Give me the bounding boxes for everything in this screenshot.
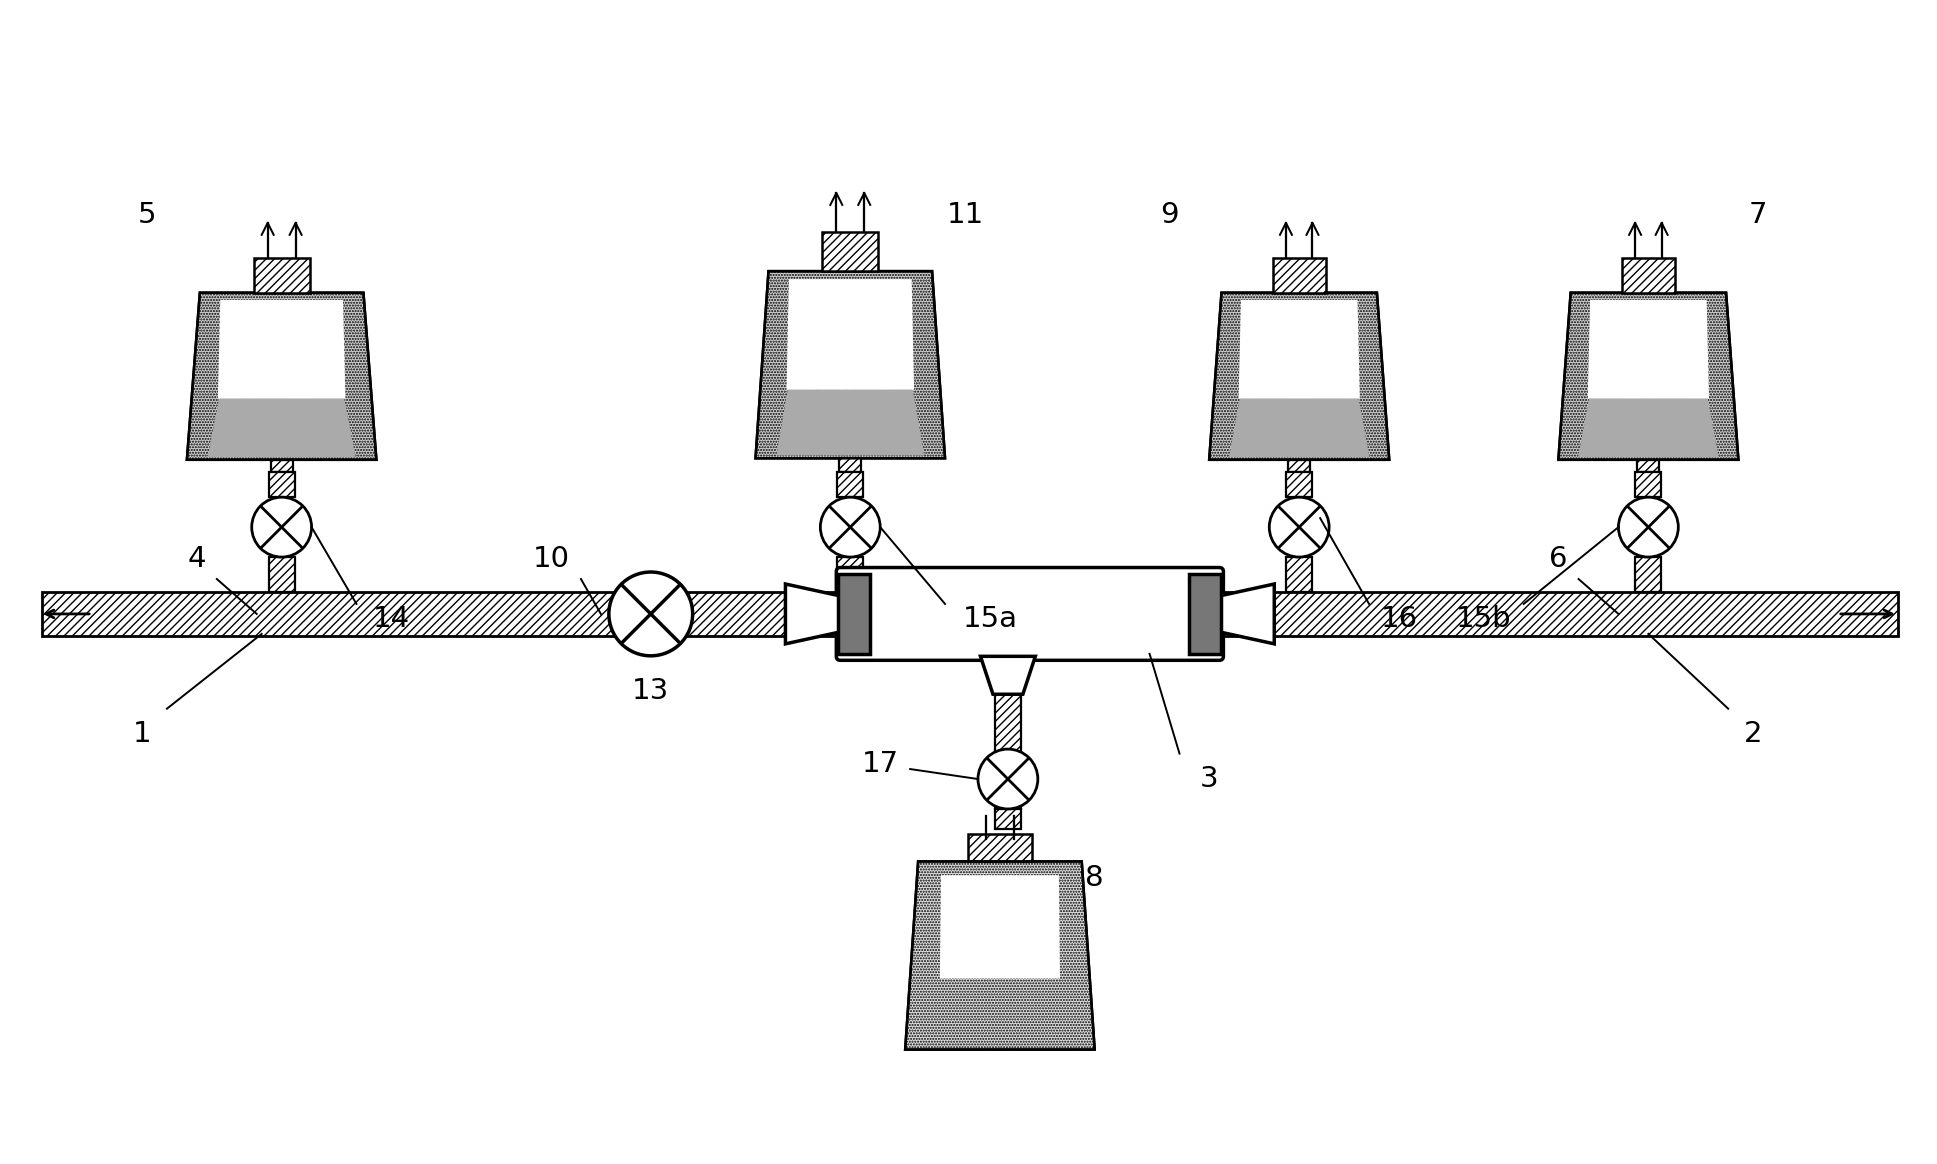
- Text: 2: 2: [1743, 719, 1763, 747]
- Polygon shape: [1228, 398, 1369, 457]
- Bar: [996, 694, 1021, 809]
- Bar: [269, 473, 294, 497]
- Bar: [43, 592, 1898, 636]
- FancyBboxPatch shape: [837, 568, 1224, 660]
- Bar: [1286, 558, 1311, 592]
- Text: 3: 3: [1201, 765, 1218, 793]
- Circle shape: [608, 572, 693, 655]
- Bar: [1635, 558, 1662, 592]
- Bar: [839, 459, 862, 473]
- Polygon shape: [784, 584, 841, 644]
- Circle shape: [978, 750, 1038, 809]
- Bar: [1286, 473, 1311, 497]
- Bar: [271, 460, 292, 473]
- Bar: [1273, 257, 1325, 292]
- Polygon shape: [1209, 292, 1389, 460]
- Bar: [968, 833, 1032, 861]
- Polygon shape: [1588, 300, 1708, 398]
- Text: 13: 13: [631, 676, 670, 704]
- Bar: [1637, 460, 1660, 473]
- Circle shape: [252, 497, 312, 558]
- Text: 7: 7: [1749, 201, 1767, 229]
- Bar: [269, 558, 294, 592]
- Bar: [839, 574, 870, 654]
- Polygon shape: [777, 390, 924, 455]
- Polygon shape: [217, 300, 345, 398]
- Text: 1: 1: [132, 719, 151, 747]
- Polygon shape: [1559, 292, 1737, 460]
- Text: 6: 6: [1550, 545, 1567, 573]
- Bar: [823, 232, 877, 271]
- Bar: [996, 809, 1021, 829]
- Text: 14: 14: [372, 605, 411, 633]
- Polygon shape: [1220, 584, 1275, 644]
- Circle shape: [1619, 497, 1677, 558]
- Text: 9: 9: [1160, 201, 1180, 229]
- Polygon shape: [905, 861, 1094, 1050]
- Bar: [1288, 460, 1309, 473]
- Polygon shape: [1238, 300, 1360, 398]
- Polygon shape: [980, 656, 1036, 694]
- Text: 10: 10: [533, 545, 569, 573]
- Polygon shape: [939, 875, 1060, 979]
- Polygon shape: [1579, 398, 1718, 457]
- Text: 8: 8: [1085, 865, 1104, 893]
- Bar: [1635, 473, 1662, 497]
- Text: 17: 17: [862, 750, 899, 778]
- Text: 15a: 15a: [963, 605, 1017, 633]
- Bar: [254, 257, 310, 292]
- Circle shape: [1269, 497, 1329, 558]
- Polygon shape: [207, 398, 356, 457]
- Circle shape: [821, 497, 879, 558]
- Bar: [1189, 574, 1222, 654]
- Bar: [837, 473, 864, 497]
- Text: 5: 5: [138, 201, 157, 229]
- Polygon shape: [186, 292, 376, 460]
- Polygon shape: [755, 271, 945, 459]
- Bar: [1621, 257, 1676, 292]
- Polygon shape: [786, 279, 914, 390]
- Bar: [837, 558, 864, 592]
- Text: 16: 16: [1381, 605, 1418, 633]
- Text: 15b: 15b: [1457, 605, 1511, 633]
- Text: 4: 4: [188, 545, 205, 573]
- Text: 11: 11: [947, 201, 984, 229]
